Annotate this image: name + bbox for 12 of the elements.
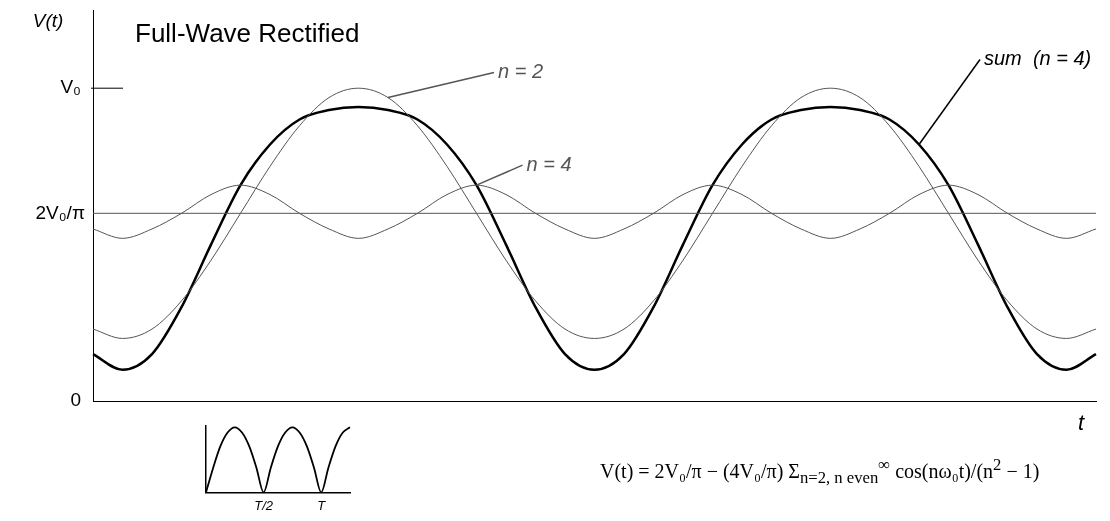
x-tick-label: T xyxy=(317,497,327,513)
text: V₀ xyxy=(60,76,81,98)
y-axis-title: V(t) xyxy=(32,10,64,32)
legend-label: n = 4 xyxy=(526,152,572,175)
text: n = 2 xyxy=(498,60,544,83)
text: 0 xyxy=(70,389,81,411)
x-axis-title: t xyxy=(1077,410,1085,436)
text: sum (n = 4) xyxy=(984,47,1092,70)
x-tick-label: T/2 xyxy=(254,497,274,513)
chart-title: Full-Wave Rectified xyxy=(135,18,360,49)
ref-line-label: 2V₀/π xyxy=(35,201,85,223)
text: V(t) = 2V₀/π − (4V₀/π) Σ$_{n=2, n even}$$^{∞}$ cos(nω₀t)/(n$^{2}$ − 1) xyxy=(600,455,1040,488)
